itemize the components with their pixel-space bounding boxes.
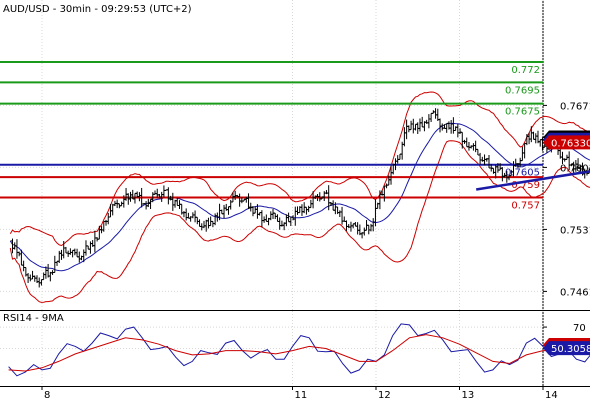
rsi-series-ma xyxy=(8,334,590,372)
main-plot-area xyxy=(0,0,543,310)
bollinger-lower xyxy=(9,140,590,303)
time-tick-label: 12 xyxy=(378,390,391,400)
time-axis: 81112131415 xyxy=(41,386,558,400)
price-tags: 0.763470.763430.76330 xyxy=(543,130,590,150)
price-tag-label: 0.76330 xyxy=(551,138,590,149)
candle xyxy=(562,158,567,162)
level-label: 0.772 xyxy=(511,65,540,76)
time-tick-label: 11 xyxy=(295,390,308,400)
rsi-lines xyxy=(8,323,590,377)
rsi-axis: 705053.306250.3058 xyxy=(543,323,590,356)
rsi-series-rsi xyxy=(8,323,590,377)
rsi-panel: 705053.306250.3058 RSI14 - 9MA xyxy=(0,311,590,386)
time-tick-label: 13 xyxy=(462,390,475,400)
price-tick-label: 0.7671 xyxy=(560,101,590,112)
price-tag-bg xyxy=(543,135,590,150)
price-axis: 0.7671 0.7601 0.7531 0.7461 xyxy=(543,101,590,298)
level-label: 0.757 xyxy=(511,201,540,212)
level-label: 0.7695 xyxy=(505,85,540,96)
level-label: 0.7605 xyxy=(505,168,540,179)
level-label: 0.759 xyxy=(511,180,540,191)
rsi-grid xyxy=(0,311,544,386)
rsi-tag-bg xyxy=(543,341,590,356)
chart-title: AUD/USD - 30min - 09:29:53 (UTC+2) xyxy=(3,4,192,15)
candle xyxy=(560,151,565,165)
time-tick-label: 8 xyxy=(44,390,50,400)
rsi-title: RSI14 - 9MA xyxy=(3,313,64,324)
time-tick-label: 14 xyxy=(545,390,558,400)
trendline xyxy=(476,170,590,191)
price-tick-label: 0.7531 xyxy=(560,225,590,236)
level-label: 0.7675 xyxy=(505,107,540,118)
price-tick-label: 0.7461 xyxy=(560,287,590,298)
rsi-tag-label: 50.3058 xyxy=(551,344,590,355)
rsi-tick-label: 70 xyxy=(573,323,586,334)
candles xyxy=(10,108,590,288)
annotations xyxy=(476,170,590,191)
price-tick-label: 0.7601 xyxy=(560,163,590,174)
grid xyxy=(0,0,544,310)
moving-average xyxy=(9,122,590,272)
